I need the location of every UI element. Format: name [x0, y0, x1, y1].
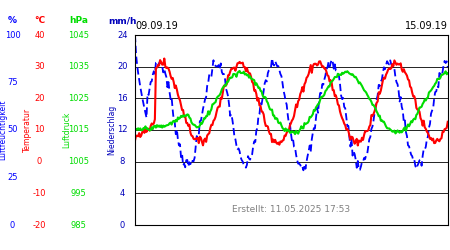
Text: 8: 8: [120, 157, 125, 166]
Text: 20: 20: [117, 62, 128, 71]
Text: 985: 985: [71, 220, 87, 230]
Text: 1025: 1025: [68, 94, 89, 103]
Text: 1045: 1045: [68, 30, 89, 40]
Text: 09.09.19: 09.09.19: [135, 21, 178, 31]
Text: Temperatur: Temperatur: [23, 108, 32, 152]
Text: 30: 30: [34, 62, 45, 71]
Text: 1005: 1005: [68, 157, 89, 166]
Text: 100: 100: [4, 30, 21, 40]
Text: 24: 24: [117, 30, 128, 40]
Text: 50: 50: [7, 126, 18, 134]
Text: 4: 4: [120, 189, 125, 198]
Text: 16: 16: [117, 94, 128, 103]
Text: °C: °C: [34, 16, 45, 25]
Text: hPa: hPa: [69, 16, 88, 25]
Text: 75: 75: [7, 78, 18, 87]
Text: 0: 0: [10, 220, 15, 230]
Text: 40: 40: [34, 30, 45, 40]
Text: Luftfeuchtigkeit: Luftfeuchtigkeit: [0, 100, 7, 160]
Text: -20: -20: [33, 220, 46, 230]
Text: 15.09.19: 15.09.19: [405, 21, 448, 31]
Text: 25: 25: [7, 173, 18, 182]
Text: Niederschlag: Niederschlag: [107, 105, 116, 155]
Text: Luftdruck: Luftdruck: [62, 112, 71, 148]
Text: -10: -10: [33, 189, 46, 198]
Text: 995: 995: [71, 189, 86, 198]
Text: 0: 0: [37, 157, 42, 166]
Text: 1015: 1015: [68, 126, 89, 134]
Text: 1035: 1035: [68, 62, 89, 71]
Text: %: %: [8, 16, 17, 25]
Text: Erstellt: 11.05.2025 17:53: Erstellt: 11.05.2025 17:53: [232, 204, 351, 214]
Text: 20: 20: [34, 94, 45, 103]
Text: 12: 12: [117, 126, 128, 134]
Text: mm/h: mm/h: [108, 16, 137, 25]
Text: 0: 0: [120, 220, 125, 230]
Text: 10: 10: [34, 126, 45, 134]
